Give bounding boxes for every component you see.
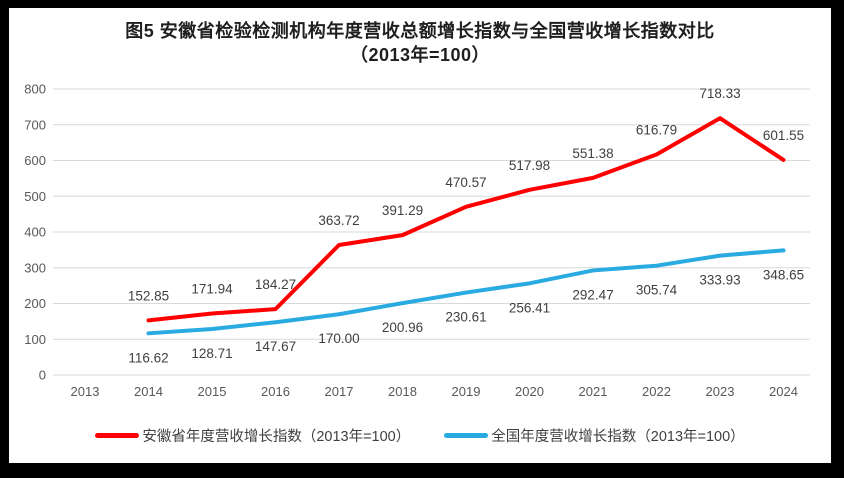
data-label: 551.38 xyxy=(572,146,613,161)
x-axis-tick-label: 2020 xyxy=(515,384,544,399)
x-axis-tick-label: 2022 xyxy=(642,384,671,399)
y-axis-tick-label: 300 xyxy=(24,260,46,275)
data-label: 256.41 xyxy=(509,300,550,315)
line-chart-plot-area: 0 100 200 300 400 500 600 700 800 2013 2014 2015 201… xyxy=(24,82,810,399)
data-label: 147.67 xyxy=(255,339,296,354)
chart-title: 图5 安徽省检验检测机构年度营收总额增长指数与全国营收增长指数对比 xyxy=(125,21,715,41)
chart-figure: 图5 安徽省检验检测机构年度营收总额增长指数与全国营收增长指数对比 （2013年… xyxy=(9,8,831,463)
data-label: 348.65 xyxy=(763,267,804,282)
anhui-series-swatch-icon xyxy=(95,433,140,438)
data-label: 184.27 xyxy=(255,277,296,292)
data-label: 601.55 xyxy=(763,128,804,143)
data-label: 718.33 xyxy=(699,86,740,101)
data-label: 616.79 xyxy=(636,122,677,137)
data-label: 171.94 xyxy=(191,282,233,297)
data-label: 391.29 xyxy=(382,203,423,218)
data-label: 363.72 xyxy=(318,213,359,228)
data-label: 152.85 xyxy=(128,288,169,303)
x-axis-tick-label: 2016 xyxy=(261,384,290,399)
x-axis-tick-label: 2014 xyxy=(134,384,163,399)
y-axis-tick-label: 100 xyxy=(24,332,46,347)
x-axis-tick-label: 2024 xyxy=(769,384,798,399)
y-axis-tick-label: 0 xyxy=(39,368,46,383)
y-axis-tick-label: 200 xyxy=(24,296,46,311)
series-line-1[interactable] xyxy=(146,248,786,336)
data-label: 333.93 xyxy=(699,273,740,288)
data-label: 230.61 xyxy=(445,310,486,325)
x-axis-tick-label: 2019 xyxy=(452,384,481,399)
data-label: 128.71 xyxy=(191,346,232,361)
y-axis-tick-label: 400 xyxy=(24,225,46,240)
chart-subtitle: （2013年=100） xyxy=(349,45,491,65)
x-axis-tick-label: 2018 xyxy=(388,384,417,399)
legend-item-anhui: 安徽省年度营收增长指数（2013年=100） xyxy=(95,425,410,446)
legend-label-national: 全国年度营收增长指数（2013年=100） xyxy=(491,429,745,445)
data-label: 170.00 xyxy=(318,331,359,346)
data-label: 292.47 xyxy=(572,287,613,302)
x-axis-tick-label: 2015 xyxy=(198,384,227,399)
data-label: 116.62 xyxy=(128,350,168,365)
y-axis-tick-label: 600 xyxy=(24,153,46,168)
legend-item-national: 全国年度营收增长指数（2013年=100） xyxy=(444,425,745,446)
x-axis-tick-label: 2013 xyxy=(71,384,100,399)
x-axis-tick-label: 2017 xyxy=(325,384,354,399)
x-axis-tick-label: 2021 xyxy=(579,384,608,399)
data-label: 517.98 xyxy=(509,158,550,173)
y-axis-tick-label: 500 xyxy=(24,189,46,204)
y-axis-tick-label: 700 xyxy=(24,117,46,132)
title-block: 图5 安徽省检验检测机构年度营收总额增长指数与全国营收增长指数对比 （2013年… xyxy=(9,8,831,67)
legend-label-anhui: 安徽省年度营收增长指数（2013年=100） xyxy=(142,429,411,445)
series-line-0[interactable] xyxy=(146,116,786,323)
data-label: 305.74 xyxy=(636,283,678,298)
data-label: 200.96 xyxy=(382,320,423,335)
national-series-swatch-icon xyxy=(444,433,489,438)
data-label: 470.57 xyxy=(445,175,486,190)
y-axis-tick-label: 800 xyxy=(24,82,46,97)
x-axis-tick-label: 2023 xyxy=(706,384,735,399)
chart-legend: 安徽省年度营收增长指数（2013年=100） 全国年度营收增长指数（2013年=… xyxy=(9,425,831,446)
